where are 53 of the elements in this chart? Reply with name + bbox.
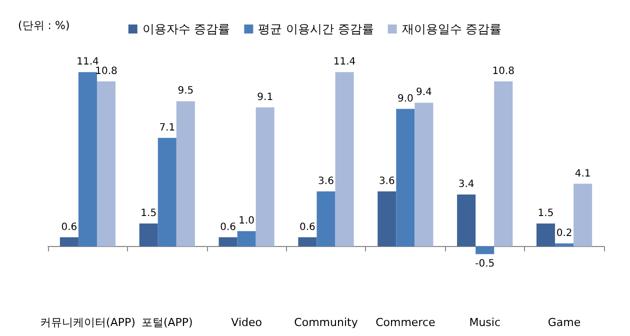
data-label: -0.5 (475, 258, 495, 270)
bar (78, 72, 97, 246)
data-label: 4.1 (574, 168, 591, 180)
data-label: 3.4 (458, 178, 474, 190)
bar (574, 184, 592, 246)
data-label: 10.8 (95, 66, 118, 77)
bar (237, 231, 256, 246)
bar (176, 101, 195, 246)
x-tick-label: Video (231, 316, 262, 329)
x-tick-label: Music (469, 316, 501, 329)
bar (396, 108, 415, 246)
data-label: 3.6 (378, 176, 395, 187)
data-label: 11.4 (333, 56, 356, 68)
data-label: 9.1 (257, 92, 274, 103)
data-label: 11.4 (76, 56, 99, 68)
bar (457, 194, 476, 246)
legend-label: 평균 이용시간 증감률 (258, 22, 374, 36)
data-label: 1.5 (140, 208, 157, 219)
bar (256, 107, 274, 246)
bar (139, 224, 158, 246)
bar (536, 224, 556, 246)
data-label: 1.5 (538, 208, 554, 219)
x-tick-label: Game (548, 316, 581, 329)
bar (96, 81, 116, 246)
data-label: 0.2 (556, 228, 572, 239)
x-tick-label: Community (294, 316, 358, 329)
x-tick-label: Commerce (376, 316, 436, 329)
bar (298, 237, 317, 246)
data-label: 9.5 (178, 86, 194, 97)
bar (316, 191, 336, 246)
text: (단위 : %) (18, 19, 70, 32)
data-label: 9.0 (397, 93, 414, 104)
bar (414, 102, 434, 246)
data-label: 9.4 (416, 87, 432, 98)
bar (158, 138, 176, 246)
data-label: 7.1 (159, 122, 176, 134)
data-label: 3.6 (318, 176, 334, 187)
x-tick-label: 커뮤니케이터(APP) (40, 316, 136, 329)
legend-label: 이용자수 증감률 (142, 22, 230, 36)
legend-label: 재이용일수 증감률 (402, 22, 502, 36)
bar (60, 237, 78, 246)
bar (218, 237, 238, 246)
data-label: 1.0 (238, 216, 255, 227)
bar (335, 72, 354, 246)
data-label: 10.8 (492, 66, 515, 77)
bar (555, 243, 574, 246)
bar (476, 246, 494, 254)
data-label: 0.6 (220, 222, 236, 233)
bar (378, 191, 396, 246)
data-label: 0.6 (61, 222, 78, 233)
data-label: 0.6 (300, 222, 316, 233)
bar (494, 81, 513, 246)
x-tick-label: 포털(APP) (141, 316, 193, 329)
